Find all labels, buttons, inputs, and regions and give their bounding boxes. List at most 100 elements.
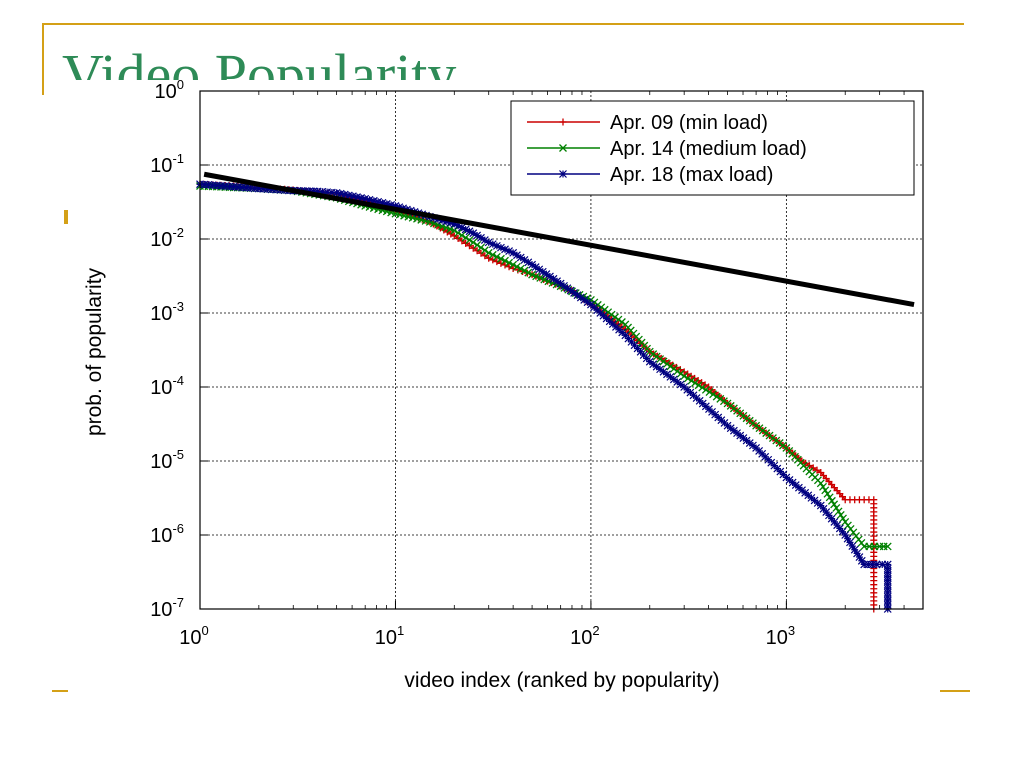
y-tick-base: 10 [150,599,172,621]
data-point [649,360,658,369]
data-point [496,254,505,263]
data-point [839,514,847,523]
data-point [841,531,850,539]
y-tick-base: 10 [150,525,172,547]
x-tick-base: 10 [766,627,788,649]
data-point [531,263,540,271]
data-point [454,221,463,230]
data-point [391,201,400,210]
data-point [611,313,619,322]
data-point [480,246,489,255]
data-point [250,184,259,193]
data-point [387,200,396,209]
data-point [830,500,839,509]
data-point [834,507,843,516]
data-point [813,466,821,474]
data-point [524,258,533,267]
x-tick-base: 10 [570,627,592,649]
data-point [656,355,665,364]
data-point [501,256,509,265]
bottom-left-accent-line [52,690,82,692]
data-point [492,241,501,250]
data-point [809,464,817,472]
data-point [553,277,561,286]
data-point [465,236,474,244]
data-point [488,240,497,249]
data-point [481,252,489,260]
data-point [836,510,845,519]
legend-marker [559,144,567,152]
data-point [516,264,525,273]
data-point [821,486,830,495]
data-point [883,560,892,569]
data-point [566,286,575,295]
y-tick-label: 10-5 [150,447,184,473]
data-point [318,187,327,196]
data-point [538,267,547,276]
data-point [473,241,482,249]
data-point [365,195,374,204]
x-tick-base: 10 [375,627,397,649]
data-point [254,184,263,193]
data-point [560,281,568,290]
data-point [349,192,357,201]
data-point [442,217,451,226]
data-point [340,190,349,199]
legend: Apr. 09 (min load) Apr. 14 (medium load)… [510,100,915,196]
data-point [676,380,685,389]
data-point [505,258,514,267]
y-tick-base: 10 [150,377,172,399]
data-point [832,503,841,512]
data-point [473,231,482,240]
data-point [694,381,703,390]
data-point [238,183,246,192]
data-point [509,248,518,257]
data-point [816,479,825,488]
data-point [883,596,892,605]
data-point [883,542,892,551]
data-point [382,199,391,208]
data-point [848,542,857,550]
data-point [217,181,225,190]
x-tick-label: 103 [766,623,795,649]
data-point [204,180,213,189]
data-point [246,184,255,192]
data-point [344,191,353,200]
data-point [683,374,692,383]
power-law-fit-line [203,171,915,308]
data-point [614,315,623,324]
data-point [313,187,322,196]
data-point [872,560,881,569]
data-point [868,560,877,569]
y-tick-exponent: -2 [172,225,184,240]
data-point [361,194,370,203]
data-point [580,295,589,304]
x-tick-label: 100 [179,623,208,649]
data-point [857,556,866,565]
data-point [528,260,537,269]
y-tick-label: 100 [155,77,184,103]
data-point [669,364,678,373]
data-point [489,256,497,264]
data-point [461,233,470,242]
y-tick-label: 10-2 [150,225,184,251]
y-axis-title: prob. of popularity [83,267,106,436]
data-point [669,375,678,384]
y-tick-base: 10 [155,81,177,103]
data-point [263,185,272,194]
data-point [883,576,892,585]
y-tick-base: 10 [150,451,172,473]
data-point [843,534,852,543]
y-tick-label: 10-4 [150,373,184,399]
data-point [332,188,341,197]
data-point [546,272,554,281]
data-point [520,256,529,264]
x-tick-exponent: 1 [397,623,404,638]
left-accent-line [42,23,44,95]
series-apr18 [196,180,892,613]
data-point [469,229,478,238]
data-point [673,367,682,376]
reference-line-layer [203,171,915,308]
y-tick-label: 10-3 [150,299,184,325]
